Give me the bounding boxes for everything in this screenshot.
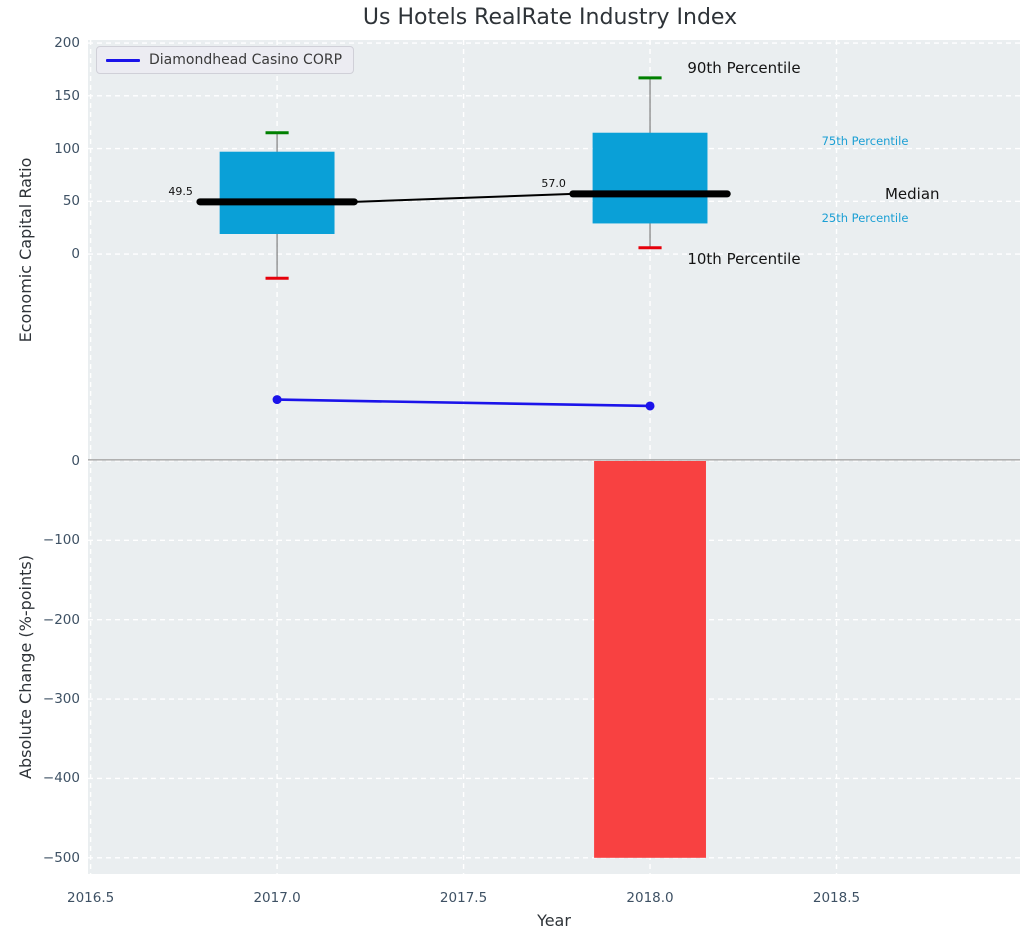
company-point-2017 [272,395,282,405]
bottom-panel-canvas [88,459,1020,874]
top-y-tick-label: 150 [54,87,80,104]
annotation-10th-percentile: 10th Percentile [687,249,801,268]
bottom-y-tick-label: −500 [42,849,80,866]
top-y-tick-label: 200 [54,35,80,52]
top-y-tick-label: 0 [71,246,80,263]
x-tick-label: 2018.5 [812,890,861,906]
x-axis-label: Year [537,911,571,930]
bottom-y-axis-label: Absolute Change (%-points) [16,555,35,779]
median-connector [354,192,573,203]
annotation-90th-percentile: 90th Percentile [687,59,801,78]
iqr-box-2017 [219,151,335,234]
iqr-box-2018 [592,132,708,224]
x-tick-label: 2017.0 [253,890,301,906]
legend: Diamondhead Casino CORP [96,46,355,74]
plot-area: Diamondhead Casino CORP [88,40,1020,874]
annotation-75th-percentile: 75th Percentile [821,133,909,148]
x-tick-label: 2018.0 [626,890,674,906]
company-point-2018 [645,401,655,411]
x-tick-label: 2016.5 [66,890,115,906]
change-bar-2018 [594,460,706,858]
bottom-y-tick-label: −100 [42,532,80,549]
company-line [277,398,651,408]
annotation-25th-percentile: 25th Percentile [821,210,909,225]
annotation-median: Median [884,184,940,203]
x-tick-label: 2017.5 [439,890,488,906]
legend-label: Diamondhead Casino CORP [149,52,343,68]
bottom-y-tick-label: 0 [71,452,80,469]
legend-line-swatch [106,58,140,62]
top-y-tick-label: 100 [54,140,80,157]
bottom-y-tick-label: −400 [42,770,80,787]
bottom-y-tick-label: −300 [42,691,80,708]
median-value-label-2018: 57.0 [541,176,566,190]
chart-title: Us Hotels RealRate Industry Index [362,5,738,30]
top-panel-canvas [88,40,1020,459]
top-y-tick-label: 50 [62,193,80,210]
median-value-label-2017: 49.5 [168,184,193,198]
bottom-y-tick-label: −200 [42,611,80,628]
